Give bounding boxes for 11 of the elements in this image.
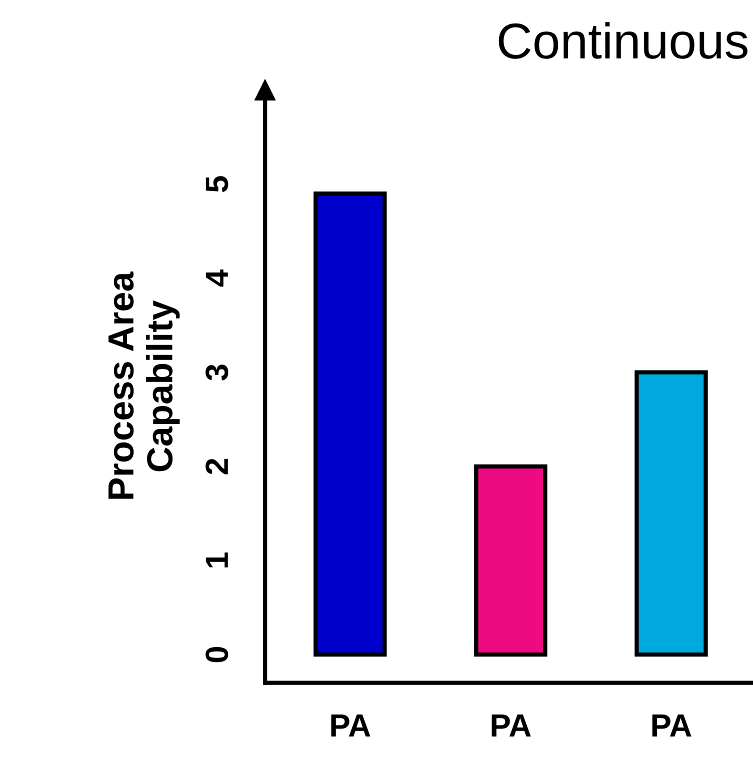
- x-tick-label: PA: [331, 714, 370, 737]
- y-axis-title: Process Area Capability: [108, 271, 180, 499]
- y-tick-label: 2: [206, 458, 228, 474]
- y-tick-label: 1: [206, 552, 228, 568]
- x-tick-label: PA: [652, 714, 692, 737]
- y-tick-label: 4: [206, 270, 228, 287]
- y-tick-label: 3: [206, 364, 228, 380]
- chart-title: Continuous: [498, 22, 748, 59]
- y-tick-label: 0: [206, 647, 228, 662]
- x-tick-label: PA: [492, 714, 531, 737]
- y-tick-label: 5: [206, 176, 228, 192]
